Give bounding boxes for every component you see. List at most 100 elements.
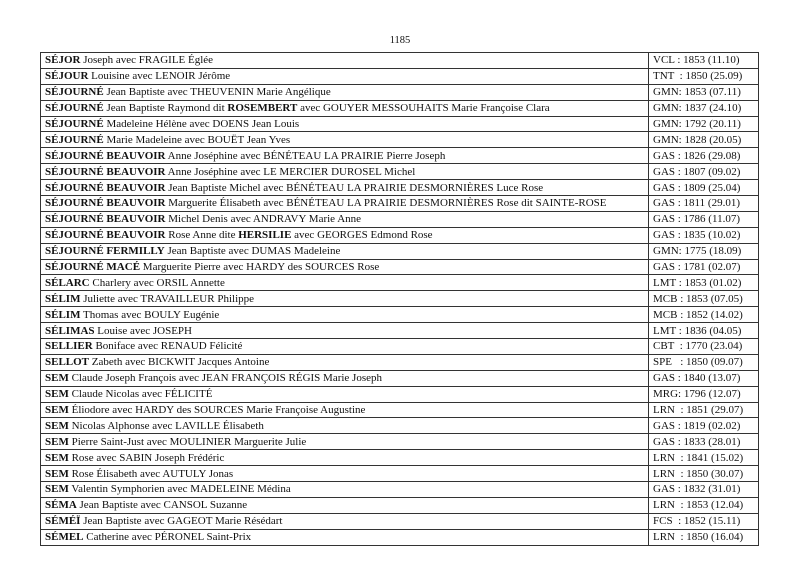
names-cell: SEM Éliodore avec HARDY des SOURCES Mari… bbox=[40, 401, 649, 419]
names-cell: SÉMA Jean Baptiste avec CANSOL Suzanne bbox=[40, 496, 649, 514]
name-text: Anne Joséphine avec BÉNÉTEAU LA PRAIRIE … bbox=[165, 149, 446, 162]
surname: SÉJOURNÉ BEAUVOIR bbox=[45, 181, 166, 194]
name-text: Pierre Saint-Just avec MOULINIER Marguer… bbox=[68, 435, 307, 448]
names-cell: SÉJOURNÉ BEAUVOIR Anne Joséphine avec LE… bbox=[40, 163, 649, 181]
name-text: Zabeth avec BICKWIT Jacques Antoine bbox=[89, 356, 270, 369]
place-date-cell: GAS : 1819 (02.02) bbox=[648, 417, 759, 435]
surname: SÉJOURNÉ BEAUVOIR bbox=[45, 213, 166, 226]
surname: SÉJOR bbox=[45, 54, 81, 67]
table-row: SEM Valentin Symphorien avec MADELEINE M… bbox=[40, 481, 759, 498]
name-text: Valentin Symphorien avec MADELEINE Médin… bbox=[68, 483, 291, 496]
names-cell: SEM Nicolas Alphonse avec LAVILLE Élisab… bbox=[40, 417, 649, 435]
name-text: Jean Baptiste avec CANSOL Suzanne bbox=[76, 499, 248, 512]
names-cell: SELLIER Boniface avec RENAUD Félicité bbox=[40, 338, 649, 355]
surname: SÉLIMAS bbox=[45, 324, 95, 337]
surname: SÉMEL bbox=[45, 531, 84, 544]
name-text: Rose avec SABIN Joseph Frédéric bbox=[68, 451, 225, 464]
surname: SÉJOURNÉ BEAUVOIR bbox=[45, 149, 166, 162]
names-cell: SÉLARC Charlery avec ORSIL Annette bbox=[40, 274, 649, 292]
surname: SÉJOURNÉ BEAUVOIR bbox=[45, 229, 166, 242]
names-cell: SÉJOURNÉ Madeleine Hélène avec DOENS Jea… bbox=[40, 115, 649, 133]
surname: SÉMÉÏ bbox=[45, 515, 81, 528]
name-text: Marguerite Pierre avec HARDY des SOURCES… bbox=[140, 261, 380, 274]
names-cell: SÉJOURNÉ Jean Baptiste avec THEUVENIN Ma… bbox=[40, 83, 649, 101]
table-row: SÉMÉÏ Jean Baptiste avec GAGEOT Marie Ré… bbox=[40, 512, 759, 530]
names-cell: SÉLIMAS Louise avec JOSEPH bbox=[40, 322, 649, 340]
name-text: Jean Baptiste avec GAGEOT Marie Résédart bbox=[80, 515, 283, 528]
name-text: avec GOUYER MESSOUHAITS Marie Françoise … bbox=[297, 102, 550, 115]
surname: SÉJOURNÉ MACÉ bbox=[45, 261, 141, 274]
names-cell: SÉJOURNÉ MACÉ Marguerite Pierre avec HAR… bbox=[40, 258, 649, 276]
names-cell: SEM Claude Nicolas avec FÉLICITÉ bbox=[40, 385, 649, 403]
names-cell: SÉJOURNÉ Marie Madeleine avec BOUËT Jean… bbox=[40, 131, 649, 149]
names-cell: SÉJOURNÉ BEAUVOIR Michel Denis avec ANDR… bbox=[40, 210, 649, 228]
table-row: SÉJOURNÉ Jean Baptiste avec THEUVENIN Ma… bbox=[40, 83, 759, 101]
name-text: Claude Nicolas avec FÉLICITÉ bbox=[68, 388, 213, 401]
surname: SELLOT bbox=[45, 356, 90, 369]
place-date-cell: GAS : 1832 (31.01) bbox=[648, 481, 759, 498]
surname: SEM bbox=[45, 388, 69, 401]
surname: SÉJOURNÉ FERMILLY bbox=[45, 245, 165, 258]
name-text: Jean Baptiste avec THEUVENIN Marie Angél… bbox=[103, 86, 331, 99]
names-cell: SÉMÉÏ Jean Baptiste avec GAGEOT Marie Ré… bbox=[40, 512, 649, 530]
place-date-cell: MCB : 1852 (14.02) bbox=[648, 306, 759, 324]
place-date-cell: LRN : 1853 (12.04) bbox=[648, 496, 759, 514]
surname: SEM bbox=[45, 451, 69, 464]
name-text: Marguerite Élisabeth avec BÉNÉTEAU LA PR… bbox=[165, 197, 607, 210]
surname: SÉJOURNÉ bbox=[45, 86, 104, 99]
place-date-cell: LMT : 1853 (01.02) bbox=[648, 274, 759, 292]
names-cell: SEM Valentin Symphorien avec MADELEINE M… bbox=[40, 481, 649, 498]
names-cell: SEM Rose Élisabeth avec AUTULY Jonas bbox=[40, 465, 649, 483]
surname: SÉLIM bbox=[45, 308, 81, 321]
table-row: SEM Pierre Saint-Just avec MOULINIER Mar… bbox=[40, 433, 759, 451]
surname: SÉJOURNÉ BEAUVOIR bbox=[45, 197, 166, 210]
table-row: SEM Rose avec SABIN Joseph Frédéric LRN :… bbox=[40, 449, 759, 467]
name-text: Joseph avec FRAGILE Églée bbox=[80, 54, 214, 67]
name-text: avec GEORGES Edmond Rose bbox=[291, 229, 433, 242]
place-date-cell: MRG: 1796 (12.07) bbox=[648, 385, 759, 403]
surname: SELLIER bbox=[45, 340, 93, 353]
surname: ROSEMBERT bbox=[227, 102, 298, 115]
surname: SEM bbox=[45, 435, 69, 448]
table-row: SEM Claude Joseph François avec JEAN FRA… bbox=[40, 369, 759, 387]
surname: SÉJOUR bbox=[45, 70, 89, 83]
surname: SÉMA bbox=[45, 499, 77, 512]
place-date-cell: GAS : 1840 (13.07) bbox=[648, 369, 759, 387]
name-text: Jean Baptiste Raymond dit bbox=[103, 102, 228, 115]
names-cell: SÉJOURNÉ FERMILLY Jean Baptiste avec DUM… bbox=[40, 242, 649, 260]
place-date-cell: GAS : 1811 (29.01) bbox=[648, 195, 759, 212]
name-text: Rose Élisabeth avec AUTULY Jonas bbox=[68, 467, 234, 480]
names-cell: SÉJOURNÉ BEAUVOIR Rose Anne dite HERSILI… bbox=[40, 226, 649, 244]
place-date-cell: GAS : 1786 (11.07) bbox=[648, 210, 759, 228]
table-row: SELLOT Zabeth avec BICKWIT Jacques Antoi… bbox=[40, 353, 759, 371]
table-row: SEM Claude Nicolas avec FÉLICITÉ MRG: 179… bbox=[40, 385, 759, 403]
name-text: Catherine avec PÉRONEL Saint-Prix bbox=[83, 531, 252, 544]
table-row: SÉJOURNÉ Jean Baptiste Raymond dit ROSEM… bbox=[40, 99, 759, 117]
names-cell: SÉJOURNÉ BEAUVOIR Jean Baptiste Michel a… bbox=[40, 179, 649, 197]
name-text: Madeleine Hélène avec DOENS Jean Louis bbox=[103, 118, 300, 130]
surname: SEM bbox=[45, 419, 69, 432]
surname: SEM bbox=[45, 404, 69, 417]
table-row: SÉJOURNÉ BEAUVOIR Rose Anne dite HERSILI… bbox=[40, 226, 759, 244]
place-date-cell: GAS : 1833 (28.01) bbox=[648, 433, 759, 451]
name-text: Nicolas Alphonse avec LAVILLE Élisabeth bbox=[68, 419, 264, 432]
place-date-cell: GAS : 1807 (09.02) bbox=[648, 163, 759, 181]
name-text: Michel Denis avec ANDRAVY Marie Anne bbox=[165, 213, 362, 226]
name-text: Louise avec JOSEPH bbox=[94, 324, 192, 337]
surname: SÉJOURNÉ BEAUVOIR bbox=[45, 165, 166, 178]
table-row: SÉMEL Catherine avec PÉRONEL Saint-Prix L… bbox=[40, 528, 759, 546]
name-text: Marie Madeleine avec BOUËT Jean Yves bbox=[103, 133, 291, 146]
place-date-cell: LRN : 1841 (15.02) bbox=[648, 449, 759, 467]
place-date-cell: GAS : 1809 (25.04) bbox=[648, 179, 759, 197]
table-row: SEM Éliodore avec HARDY des SOURCES Mari… bbox=[40, 401, 759, 419]
name-text: Juliette avec TRAVAILLEUR Philippe bbox=[80, 292, 255, 305]
surname: SEM bbox=[45, 372, 69, 385]
table-row: SELLIER Boniface avec RENAUD Félicité CBT… bbox=[40, 338, 759, 355]
place-date-cell: CBT : 1770 (23.04) bbox=[648, 338, 759, 355]
names-cell: SÉJOURNÉ BEAUVOIR Anne Joséphine avec BÉ… bbox=[40, 147, 649, 165]
place-date-cell: GMN: 1837 (24.10) bbox=[648, 99, 759, 117]
name-text: Claude Joseph François avec JEAN FRANÇOI… bbox=[68, 372, 383, 385]
name-text: Thomas avec BOULY Eugénie bbox=[80, 308, 220, 321]
names-cell: SÉLIM Thomas avec BOULY Eugénie bbox=[40, 306, 649, 324]
table-row: SÉJOURNÉ FERMILLY Jean Baptiste avec DUM… bbox=[40, 242, 759, 260]
